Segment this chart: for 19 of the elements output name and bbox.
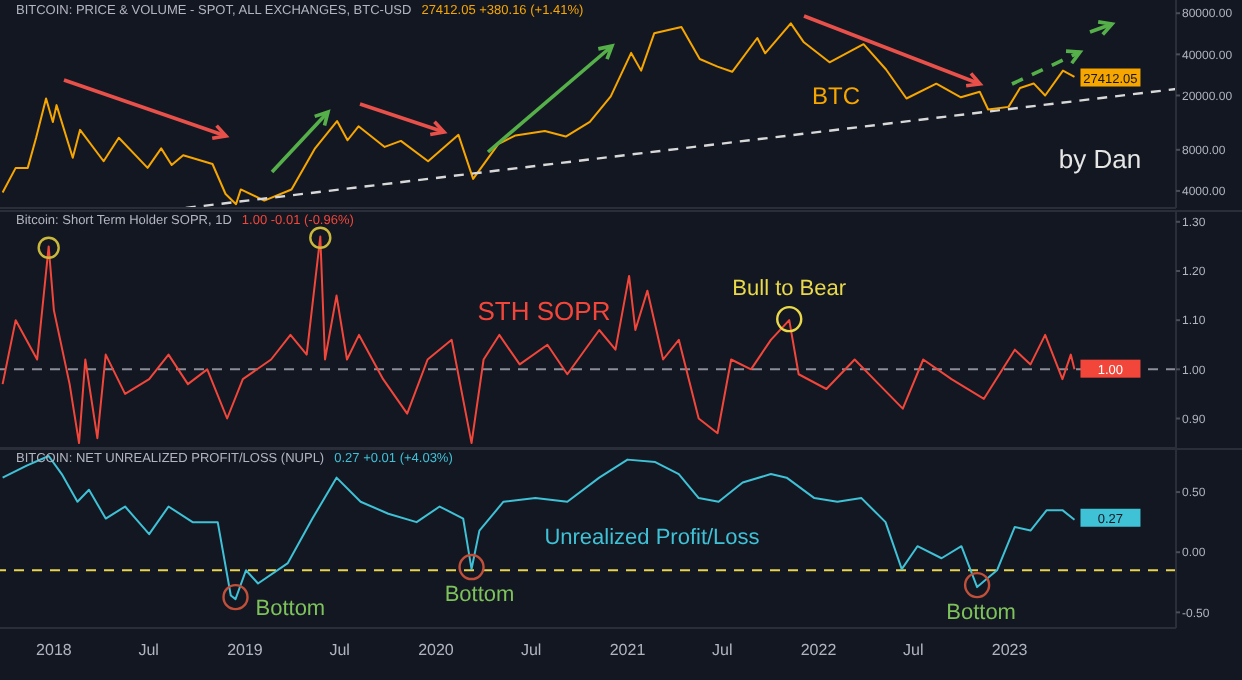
annotation: Bull to Bear	[732, 276, 847, 301]
annotation: Bottom	[444, 582, 515, 607]
series-label: STH SOPR	[477, 296, 611, 326]
annotation: by Dan	[1058, 144, 1142, 174]
series-label: Unrealized Profit/Loss	[544, 526, 761, 550]
x-tick-label: 2023	[991, 641, 1029, 660]
x-tick-label: Jul	[712, 641, 733, 660]
x-tick-label: Jul	[138, 641, 160, 660]
x-tick-label: 2019	[227, 641, 264, 660]
annotation: Bottom	[946, 600, 1016, 625]
x-tick-label: 2022	[800, 641, 838, 660]
x-tick-label: Jul	[329, 641, 351, 660]
annotation: Bottom	[255, 596, 326, 621]
x-tick-label: 2020	[418, 641, 455, 660]
series-label: BTC	[812, 82, 861, 110]
x-tick-label: Jul	[520, 641, 542, 660]
x-tick-label: 2021	[609, 641, 647, 660]
x-tick-label: Jul	[903, 641, 924, 660]
x-tick-label: 2018	[36, 641, 73, 660]
